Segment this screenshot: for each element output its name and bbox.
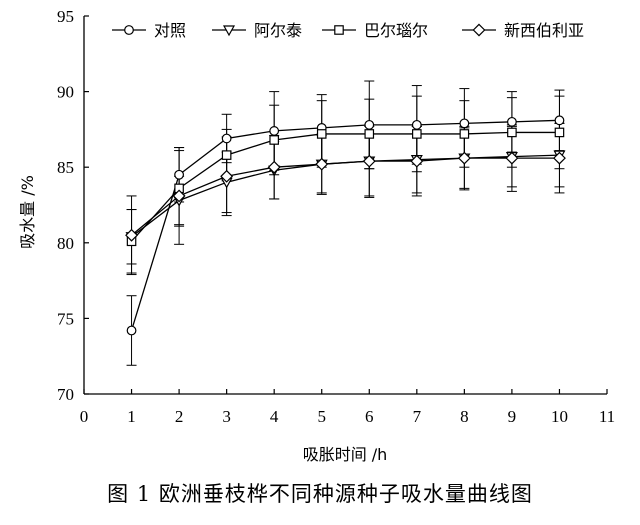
series-line-3 [131, 131, 560, 242]
figure-caption: 图 1 欧洲垂枝桦不同种源种子吸水量曲线图 [107, 482, 533, 506]
data-point-diamond [505, 151, 519, 165]
data-point-circle [174, 169, 184, 180]
legend-label: 对照 [154, 21, 186, 40]
data-point-diamond [457, 151, 471, 165]
error-bars [126, 80, 565, 366]
data-point-circle [269, 126, 280, 136]
data-point-circle [126, 325, 137, 336]
data-point-diamond [172, 189, 186, 203]
data-point-circle [507, 116, 517, 127]
data-point-diamond [315, 157, 329, 171]
y-tick-label: 70 [57, 385, 74, 404]
series-line-4 [131, 157, 560, 236]
x-tick-label: 4 [270, 407, 279, 426]
legend-marker-circle [124, 25, 134, 35]
x-tick-label: 1 [127, 407, 136, 426]
x-tick-label: 9 [508, 407, 517, 426]
x-tick-label: 5 [317, 407, 326, 426]
legend-marker-triangle-down [222, 25, 236, 37]
data-point-circle [221, 133, 232, 144]
y-tick-label: 95 [57, 7, 74, 26]
x-tick-label: 10 [551, 407, 568, 426]
data-point-circle [364, 119, 375, 130]
legend-label: 阿尔泰 [254, 21, 302, 40]
data-point-square [412, 129, 422, 139]
x-tick-label: 7 [413, 407, 422, 426]
x-tick-label: 8 [460, 407, 469, 426]
y-tick-label: 85 [57, 158, 74, 177]
series-line-2 [131, 154, 560, 238]
legend-marker-diamond [472, 23, 486, 37]
data-point-square [221, 150, 232, 160]
data-point-square [554, 127, 565, 138]
data-point-circle [554, 115, 565, 126]
x-tick-label: 11 [599, 407, 615, 426]
data-point-square [364, 129, 375, 139]
data-point-diamond [125, 228, 138, 242]
chart: 0 1 2 3 4 5 6 7 8 9 10 11 70 75 80 85 90 95 对照 阿尔泰 巴尔瑙尔 新西伯利… [18, 7, 615, 464]
x-axis-label: 吸胀时间 /h [303, 445, 388, 464]
legend-label: 巴尔瑙尔 [364, 21, 428, 40]
y-tick-label: 75 [57, 309, 74, 328]
x-tick-label: 0 [80, 407, 89, 426]
x-tick-label: 3 [222, 407, 231, 426]
y-tick-label: 80 [57, 234, 74, 253]
data-point-square [459, 129, 470, 139]
series-markers [125, 115, 566, 336]
x-tick-label: 6 [365, 407, 374, 426]
legend-label: 新西伯利亚 [504, 21, 584, 40]
data-point-diamond [220, 169, 234, 183]
legend: 对照 阿尔泰 巴尔瑙尔 新西伯利亚 [112, 21, 584, 40]
data-point-diamond [553, 151, 566, 165]
y-axis-label: 吸水量 /% [18, 175, 37, 249]
x-tick-label: 2 [175, 407, 184, 426]
data-point-square [269, 135, 279, 145]
data-point-circle [411, 119, 422, 130]
data-point-diamond [362, 154, 376, 168]
data-point-square [507, 127, 517, 138]
data-point-diamond [410, 154, 424, 168]
legend-marker-square [334, 25, 344, 35]
data-point-diamond [267, 160, 281, 174]
y-tick-label: 90 [57, 83, 74, 102]
axes: 0 1 2 3 4 5 6 7 8 9 10 11 70 75 80 85 90 95 [57, 7, 615, 426]
data-point-circle [459, 118, 470, 129]
series-line-1 [130, 119, 560, 331]
data-point-square [316, 129, 327, 139]
series-lines [130, 119, 560, 331]
